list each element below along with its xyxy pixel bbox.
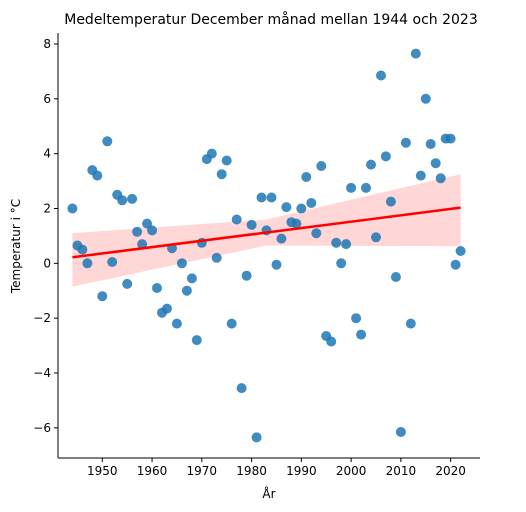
data-point <box>97 291 107 301</box>
data-point <box>217 169 227 179</box>
data-point <box>451 260 461 270</box>
chart-title: Medeltemperatur December månad mellan 19… <box>64 11 478 28</box>
y-tick-label: −2 <box>33 311 51 325</box>
y-tick-label: −6 <box>33 421 51 435</box>
data-point <box>346 183 356 193</box>
data-point <box>207 149 217 159</box>
x-tick-label: 2000 <box>336 464 367 478</box>
data-point <box>436 173 446 183</box>
data-point <box>316 161 326 171</box>
y-ticks: −6 −4 −2 0 2 4 6 8 <box>33 37 58 435</box>
data-point <box>67 204 77 214</box>
data-point <box>177 258 187 268</box>
data-point <box>82 258 92 268</box>
data-point <box>242 271 252 281</box>
data-point <box>252 432 262 442</box>
data-point <box>421 94 431 104</box>
y-axis-label: Temperatur i °C <box>9 199 23 294</box>
data-point <box>386 197 396 207</box>
data-point <box>426 139 436 149</box>
data-point <box>247 220 257 230</box>
x-tick-label: 2020 <box>435 464 466 478</box>
y-tick-label: 2 <box>43 201 51 215</box>
data-point <box>281 202 291 212</box>
data-point <box>276 234 286 244</box>
data-point <box>326 337 336 347</box>
data-point <box>381 151 391 161</box>
data-point <box>331 238 341 248</box>
data-point <box>296 204 306 214</box>
data-point <box>391 272 401 282</box>
data-point <box>336 258 346 268</box>
data-point <box>396 427 406 437</box>
data-point <box>117 195 127 205</box>
data-point <box>147 225 157 235</box>
data-point <box>92 171 102 181</box>
data-point <box>212 253 222 263</box>
x-ticks: 1950 1960 1970 1980 1990 2000 2010 2020 <box>87 458 466 478</box>
data-point <box>192 335 202 345</box>
data-point <box>446 134 456 144</box>
data-point <box>401 138 411 148</box>
data-point <box>77 245 87 255</box>
x-tick-label: 1960 <box>137 464 168 478</box>
data-point <box>356 330 366 340</box>
y-tick-label: −4 <box>33 366 51 380</box>
data-point <box>237 383 247 393</box>
data-point <box>431 158 441 168</box>
data-point <box>351 313 361 323</box>
data-point <box>222 156 232 166</box>
data-point <box>232 215 242 225</box>
data-point <box>182 286 192 296</box>
data-point <box>172 319 182 329</box>
data-point <box>406 319 416 329</box>
data-point <box>162 304 172 314</box>
data-point <box>107 257 117 267</box>
data-point <box>306 198 316 208</box>
x-tick-label: 2010 <box>386 464 417 478</box>
y-tick-label: 8 <box>43 37 51 51</box>
y-tick-label: 6 <box>43 92 51 106</box>
data-point <box>127 194 137 204</box>
data-point <box>341 239 351 249</box>
data-point <box>456 246 466 256</box>
y-tick-label: 0 <box>43 256 51 270</box>
data-point <box>257 193 267 203</box>
x-tick-label: 1990 <box>286 464 317 478</box>
data-point <box>361 183 371 193</box>
y-tick-label: 4 <box>43 147 51 161</box>
data-point <box>102 136 112 146</box>
data-point <box>371 232 381 242</box>
data-point <box>411 49 421 59</box>
data-point <box>301 172 311 182</box>
data-point <box>272 260 282 270</box>
x-axis-label: År <box>262 486 275 501</box>
x-tick-label: 1950 <box>87 464 118 478</box>
data-point <box>132 227 142 237</box>
data-point <box>416 171 426 181</box>
data-point <box>376 71 386 81</box>
data-point <box>187 273 197 283</box>
x-tick-label: 1980 <box>236 464 267 478</box>
data-point <box>122 279 132 289</box>
data-point <box>311 228 321 238</box>
data-point <box>152 283 162 293</box>
data-point <box>227 319 237 329</box>
data-point <box>267 193 277 203</box>
data-point <box>366 160 376 170</box>
x-tick-label: 1970 <box>187 464 218 478</box>
